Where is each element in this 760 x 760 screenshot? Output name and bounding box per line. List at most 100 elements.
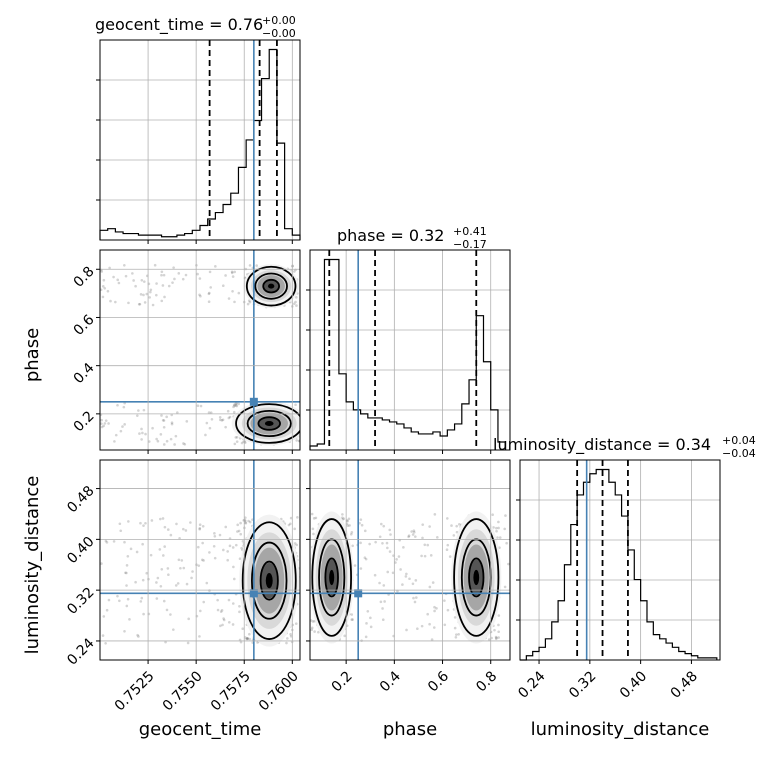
panel-phase-vs-luminosity-distance-sample-point — [407, 535, 410, 539]
panel-geocent-time-vs-luminosity-distance-sample-point — [166, 528, 170, 531]
panel-geocent-time-vs-phase-sample-point — [143, 280, 146, 283]
panel-phase-vs-luminosity-distance-sample-point — [492, 526, 495, 529]
title-luminosity-distance-minus: −0.04 — [722, 447, 756, 460]
panel-geocent-time-vs-phase-sample-point — [163, 295, 166, 299]
panel-geocent-time-vs-luminosity-distance-sample-point — [219, 610, 223, 613]
panel-geocent-time-vs-phase-sample-point — [208, 270, 212, 274]
panel-geocent-time-vs-luminosity-distance-sample-point — [159, 585, 163, 588]
panel-geocent-time-vs-phase-sample-point — [231, 275, 235, 278]
panel-geocent-time-vs-luminosity-distance-sample-point — [232, 577, 236, 581]
panel-geocent-time-vs-phase-sample-point — [102, 278, 106, 282]
panel-geocent-time-vs-phase-sample-point — [294, 403, 297, 407]
panel-geocent-time-vs-phase-sample-point — [207, 411, 211, 414]
panel-phase-vs-luminosity-distance-sample-point — [401, 583, 404, 586]
panel-phase-vs-luminosity-distance-sample-point — [448, 555, 452, 558]
panel-phase-vs-luminosity-distance-sample-point — [487, 638, 491, 641]
panel-phase-vs-luminosity-distance-sample-point — [455, 530, 459, 534]
panel-geocent-time-vs-luminosity-distance-sample-point — [141, 578, 145, 582]
panel-geocent-time-vs-luminosity-distance-sample-point — [241, 539, 245, 543]
panel-geocent-time-vs-luminosity-distance-sample-point — [112, 540, 116, 543]
panel-geocent-time-vs-luminosity-distance-sample-point — [201, 558, 204, 562]
panel-geocent-time-vs-phase-sample-point — [108, 266, 111, 270]
panel-phase-vs-luminosity-distance-sample-point — [378, 535, 382, 539]
panel-geocent-time-vs-luminosity-distance-sample-point — [142, 524, 145, 527]
panel-geocent-time-vs-luminosity-distance-density-level — [265, 573, 273, 589]
panel-geocent-time-vs-luminosity-distance-sample-point — [169, 613, 172, 616]
panel-geocent-time-vs-luminosity-distance-sample-point — [156, 576, 160, 580]
panel-geocent-time-vs-phase-sample-point — [214, 265, 217, 268]
panel-phase-vs-luminosity-distance-sample-point — [341, 513, 344, 516]
panel-geocent-time-vs-phase-sample-point — [226, 409, 230, 413]
panel-phase-vs-luminosity-distance-sample-point — [399, 568, 402, 571]
panel-geocent-time-vs-luminosity-distance-sample-point — [232, 565, 235, 569]
panel-geocent-time-vs-luminosity-distance-sample-point — [197, 564, 201, 567]
panel-geocent-time-vs-luminosity-distance-sample-point — [134, 580, 137, 584]
panel-geocent-time-vs-phase-sample-point — [100, 270, 104, 273]
panel-phase-vs-luminosity-distance-sample-point — [342, 517, 346, 521]
panel-geocent-time-vs-phase-sample-point — [161, 418, 165, 422]
panel-phase-vs-luminosity-distance-sample-point — [310, 619, 313, 622]
panel-phase-vs-luminosity-distance-sample-point — [382, 584, 386, 587]
panel-phase-vs-luminosity-distance-sample-point — [497, 526, 500, 530]
panel-geocent-time-vs-phase-sample-point — [137, 409, 140, 412]
panel-phase-vs-luminosity-distance-sample-point — [382, 524, 386, 528]
panel-phase-vs-luminosity-distance-sample-point — [364, 635, 368, 639]
panel-geocent-time-vs-phase-contour — [235, 403, 300, 444]
panel-geocent-time-vs-luminosity-distance-sample-point — [198, 635, 201, 638]
panel-phase-vs-luminosity-distance-sample-point — [455, 633, 458, 636]
panel-geocent-time-vs-luminosity-distance-sample-point — [238, 557, 242, 560]
panel-geocent-time-vs-luminosity-distance-sample-point — [155, 597, 159, 600]
panel-geocent-time-vs-phase-sample-point — [207, 300, 211, 304]
panel-geocent-time-vs-phase-sample-point — [153, 263, 157, 267]
panel-geocent-time-vs-luminosity-distance-sample-point — [176, 582, 180, 585]
panel-geocent-time-vs-phase-sample-point — [140, 438, 143, 441]
panel-phase-vs-luminosity-distance-sample-point — [380, 522, 383, 526]
panel-phase-vs-luminosity-distance-sample-point — [381, 607, 384, 610]
panel-phase-vs-luminosity-distance-sample-point — [445, 548, 449, 552]
panel-phase-vs-luminosity-distance-sample-point — [366, 610, 370, 613]
panel-geocent-time-vs-luminosity-distance-sample-point — [205, 581, 209, 585]
panel-geocent-time-vs-luminosity-distance-sample-point — [179, 566, 182, 570]
panel-geocent-time-vs-luminosity-distance-sample-point — [198, 527, 201, 531]
panel-geocent-time-vs-luminosity-distance-sample-point — [246, 636, 249, 640]
panel-geocent-time-vs-luminosity-distance-sample-point — [216, 608, 220, 612]
panel-phase-vs-luminosity-distance-sample-point — [346, 524, 350, 528]
panel-geocent-time-vs-phase-sample-point — [103, 422, 107, 425]
panel-geocent-time-vs-phase-sample-point — [114, 300, 117, 304]
panel-geocent-time-vs-luminosity-distance-sample-point — [231, 602, 235, 605]
panel-geocent-time-vs-luminosity-distance-sample-point — [189, 521, 192, 524]
panel-geocent-time-vs-phase-sample-point — [208, 291, 211, 295]
panel-geocent-time-vs-phase-sample-point — [205, 421, 209, 425]
panel-phase-vs-luminosity-distance-sample-point — [408, 577, 411, 581]
panel-geocent-time-vs-luminosity-distance-sample-point — [144, 521, 147, 525]
x-axis-label-phase: phase — [383, 719, 437, 740]
panel-geocent-time-vs-luminosity-distance-sample-point — [245, 637, 248, 641]
panel-geocent-time-vs-luminosity-distance-sample-point — [101, 634, 105, 637]
panel-geocent-time-vs-luminosity-distance-sample-point — [289, 633, 292, 636]
panel-geocent-time-vs-luminosity-distance-content — [100, 460, 300, 660]
panel-phase-vs-luminosity-distance-sample-point — [431, 581, 435, 584]
panel-phase-vs-luminosity-distance-sample-point — [311, 620, 315, 623]
panel-geocent-time-vs-luminosity-distance-sample-point — [293, 527, 296, 531]
panel-geocent-time-vs-luminosity-distance-sample-point — [124, 571, 127, 575]
panel-geocent-time-vs-phase-sample-point — [221, 284, 225, 288]
panel-phase-vs-luminosity-distance-sample-point — [414, 535, 417, 538]
title-phase: phase = 0.32 +0.41 −0.17 — [337, 225, 487, 251]
panel-geocent-time-vs-luminosity-distance-sample-point — [216, 598, 219, 602]
panel-phase-vs-luminosity-distance-content — [310, 460, 510, 660]
panel-geocent-time-vs-phase-sample-point — [109, 299, 112, 303]
panel-geocent-time-vs-luminosity-distance-sample-point — [147, 577, 150, 581]
panel-phase-vs-luminosity-distance-sample-point — [412, 529, 416, 532]
title-phase-label: phase = 0.32 — [337, 226, 444, 245]
panel-phase-vs-luminosity-distance-density-level — [473, 569, 480, 586]
panel-geocent-time-vs-phase-sample-point — [159, 433, 163, 436]
panel-geocent-time-vs-phase-contour — [262, 278, 280, 294]
panel-geocent-time-vs-phase-contour — [245, 265, 297, 307]
panel-phase-vs-luminosity-distance-sample-point — [414, 579, 418, 582]
panel-geocent-time-vs-luminosity-distance-sample-point — [160, 567, 164, 571]
panel-geocent-time-vs-luminosity-distance-sample-point — [244, 519, 247, 523]
panel-geocent-time-vs-phase-sample-point — [100, 425, 104, 429]
title-geocent-time-label: geocent_time = 0.76 — [95, 15, 263, 35]
hist-geocent-time-frame — [99, 39, 301, 241]
